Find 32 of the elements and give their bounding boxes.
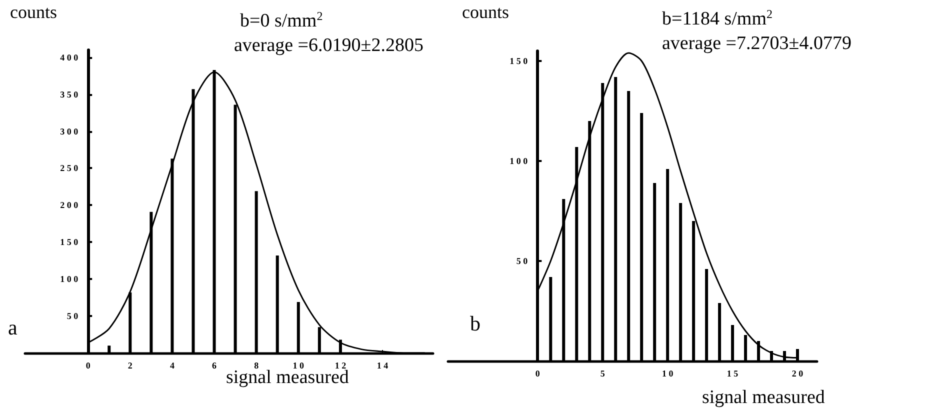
x-tick-label: 5 [600,368,606,378]
x-tick-label: 1 4 [376,360,389,370]
annotation: average =7.2703±4.0779 [662,33,852,54]
y-tick-label: 3 5 0 [60,89,79,100]
annotation: average =6.0190±2.2805 [234,35,424,56]
x-tick-label: 8 [254,360,260,370]
y-tick-label: 1 5 0 [60,237,79,248]
x-tick-label: 6 [212,360,218,370]
x-tick-label: 4 [170,360,175,370]
text: a [8,316,18,340]
y-tick-label: 1 5 0 [510,56,528,66]
x-tick-label: 1 5 [726,368,739,378]
y-tick-label: 4 0 0 [60,52,79,62]
x-tick-label: 2 [128,360,133,370]
x-tick-label: 1 0 [292,360,305,370]
y-axis-title: counts [462,2,509,22]
annotation: b [470,312,480,336]
y-axis-title: counts [10,2,57,22]
y-tick-label: 2 5 0 [60,163,79,174]
y-tick-label: 5 0 [516,256,528,266]
y-tick-label: 5 0 [66,311,79,322]
x-tick-label: 1 0 [662,368,674,378]
y-tick-label: 1 0 0 [510,156,528,166]
line-series [536,52,798,359]
x-tick-label: 0 [535,368,540,378]
y-tick-label: 2 0 0 [60,200,79,210]
x-tick-label: 1 2 [334,360,347,370]
x-tick-label: 2 0 [792,368,804,378]
x-axis-title: signal measured [702,387,826,408]
y-tick-label: 1 0 0 [60,274,79,284]
y-tick-label: 3 0 0 [60,126,79,136]
x-tick-label: 0 [86,360,91,370]
